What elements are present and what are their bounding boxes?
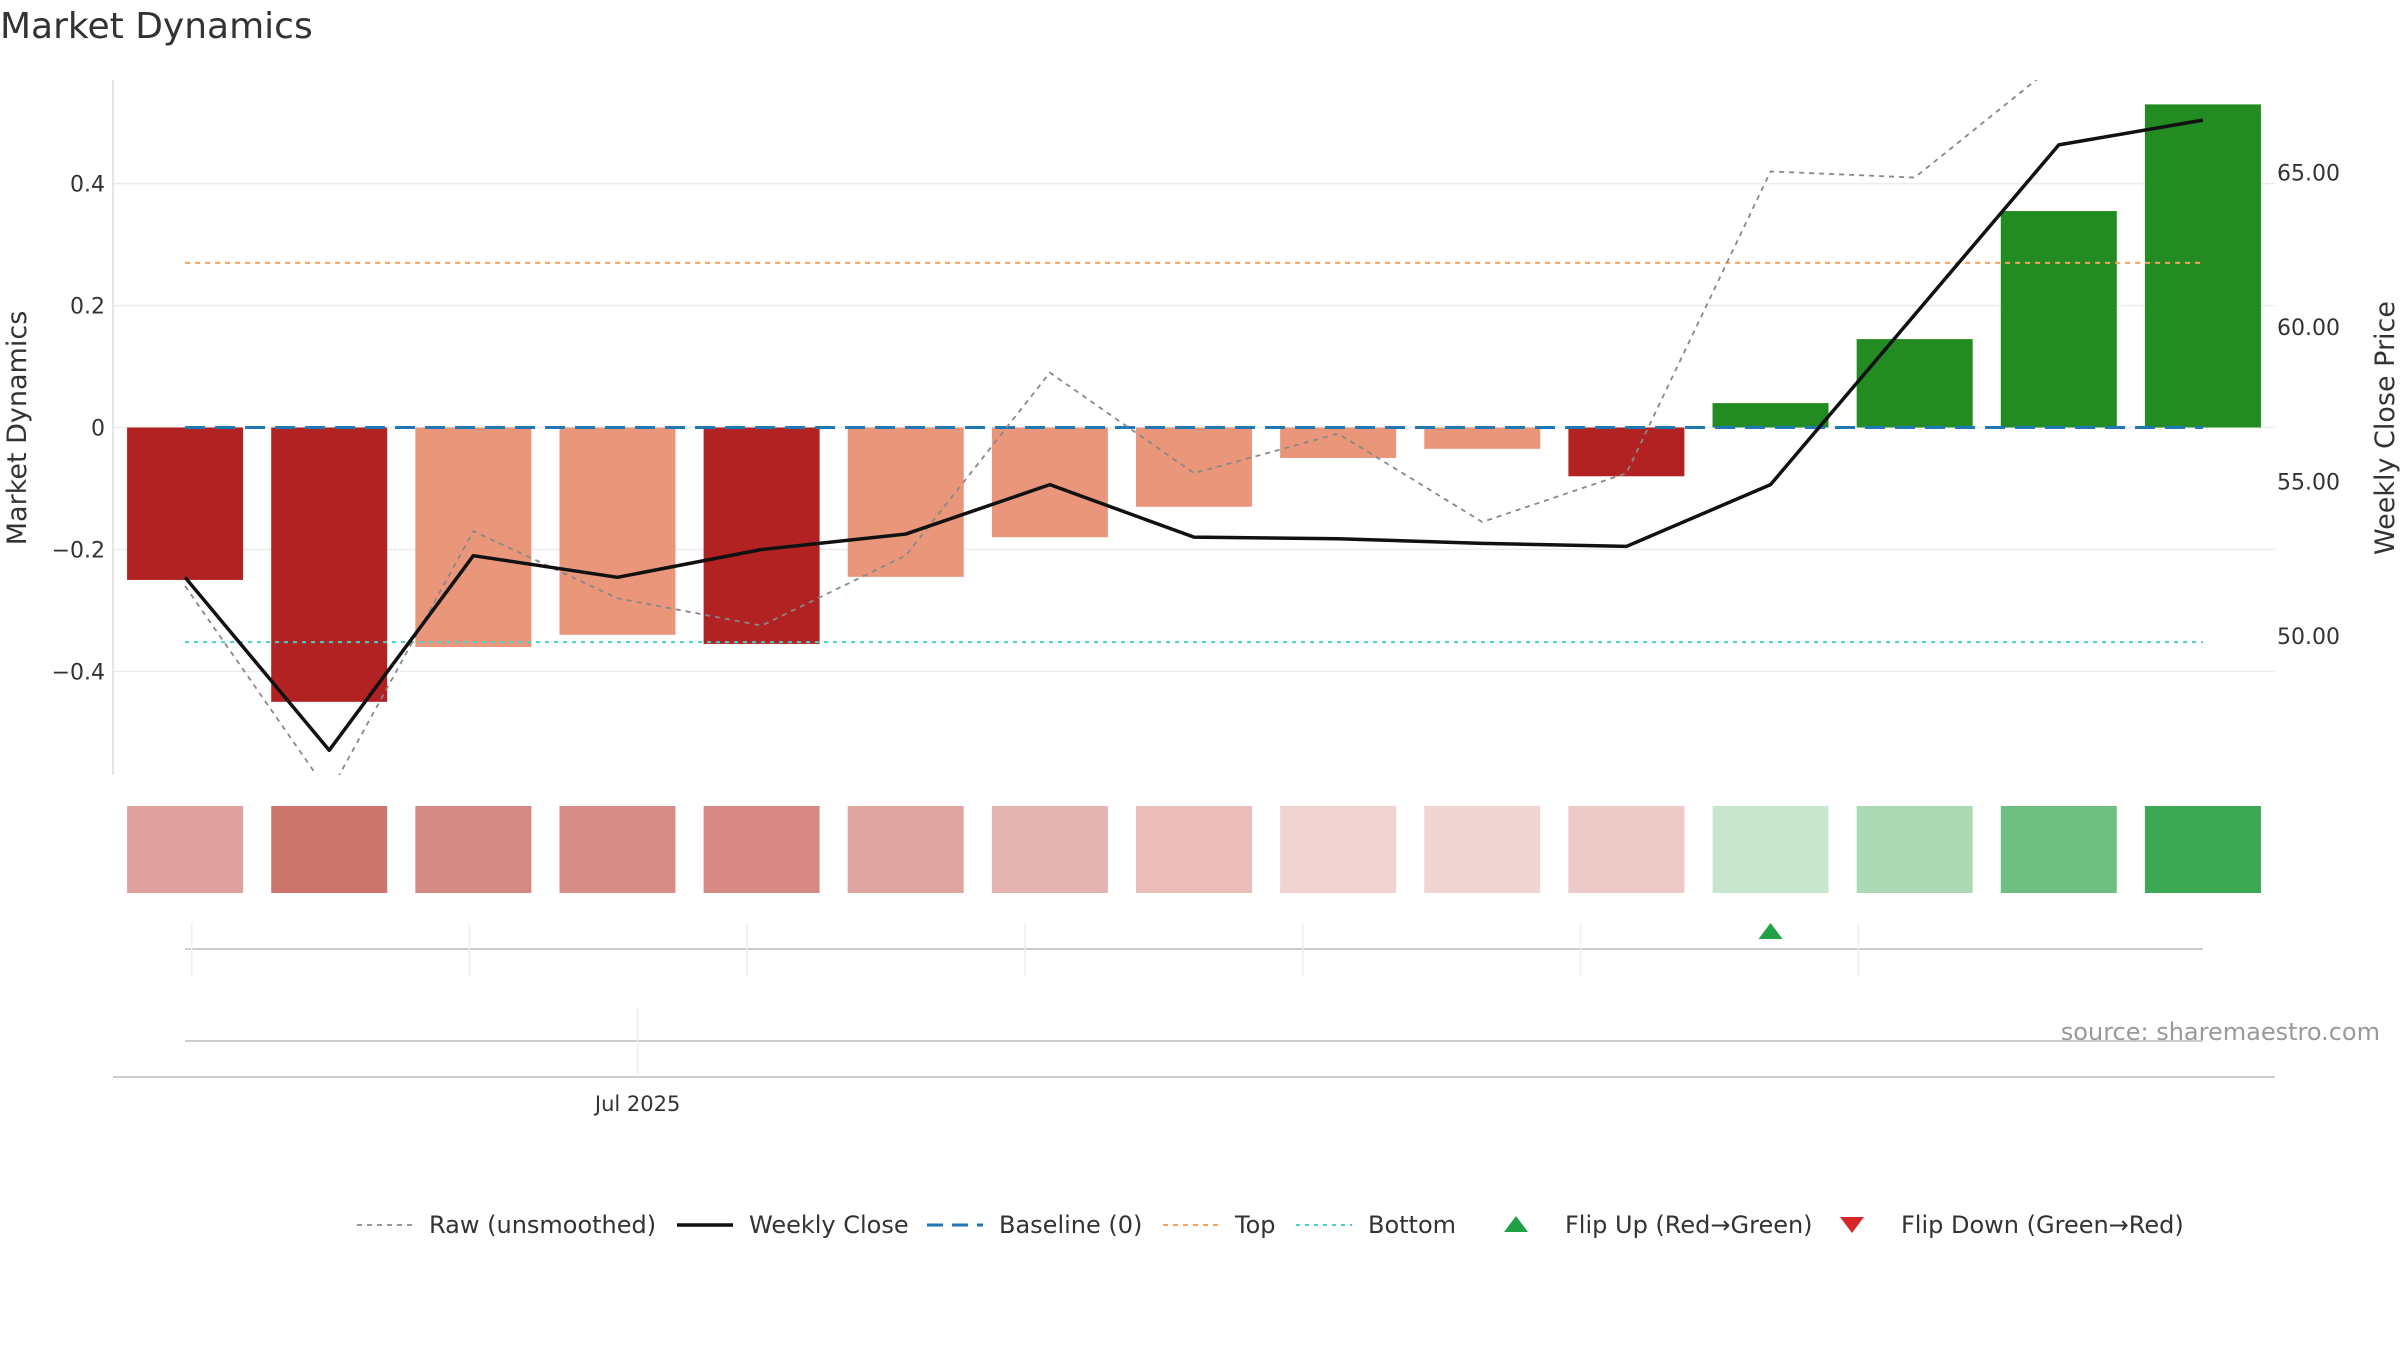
y2-tick-label: 65.00 xyxy=(2277,162,2340,187)
strength-cell-2 xyxy=(415,806,532,893)
y2-tick-label: 60.00 xyxy=(2277,316,2340,341)
legend-label: Flip Down (Green→Red) xyxy=(1901,1211,2184,1239)
strength-cell-9 xyxy=(1424,806,1541,893)
strength-cell-3 xyxy=(559,806,676,893)
strength-cell-13 xyxy=(2000,806,2117,893)
reference-lines xyxy=(185,261,2203,644)
strength-cell-14 xyxy=(2144,806,2261,893)
strength-cell-7 xyxy=(1136,806,1252,893)
bars xyxy=(127,104,2261,702)
source-label: source: sharemaestro.com xyxy=(2061,1018,2380,1046)
raw-series-line xyxy=(184,80,2038,775)
y-tick-label: 0.2 xyxy=(70,295,105,320)
legend-label: Baseline (0) xyxy=(999,1211,1142,1239)
bar-0 xyxy=(127,427,244,580)
bar-13 xyxy=(2000,211,2117,428)
flip-markers-panel xyxy=(185,923,2203,977)
flip-up-marker xyxy=(1758,923,1783,939)
y-tick-label: −0.2 xyxy=(52,538,105,563)
bar-8 xyxy=(1280,427,1397,458)
bar-1 xyxy=(271,427,388,702)
strength-cell-11 xyxy=(1712,806,1829,893)
strength-cell-12 xyxy=(1856,806,1973,893)
x-tick-label: Jul 2025 xyxy=(593,1092,680,1116)
bar-12 xyxy=(1856,339,1973,428)
legend-label: Top xyxy=(1234,1211,1276,1239)
legend-label: Bottom xyxy=(1368,1211,1456,1239)
strength-cell-0 xyxy=(127,806,244,893)
strength-cell-10 xyxy=(1568,806,1685,893)
legend-label: Raw (unsmoothed) xyxy=(429,1211,656,1239)
strength-cell-5 xyxy=(847,806,964,893)
axes: −0.4 −0.2 0 0.2 0.4 50.00 55.00 60.00 65.00 Marke… xyxy=(2,80,2400,775)
series-lines xyxy=(183,80,2204,775)
bar-6 xyxy=(991,427,1108,538)
y-tick-label: 0.4 xyxy=(70,173,105,198)
bar-2 xyxy=(415,427,532,647)
legend-flip-up-swatch xyxy=(1504,1216,1528,1232)
strength-cell-1 xyxy=(271,806,388,893)
bar-7 xyxy=(1136,427,1252,507)
bar-4 xyxy=(703,427,820,644)
bar-9 xyxy=(1424,427,1541,449)
legend-label: Weekly Close xyxy=(749,1211,909,1239)
strength-strip xyxy=(127,806,2261,893)
timeline-panel: Jul 2025 xyxy=(113,1007,2275,1116)
y-tick-label: −0.4 xyxy=(52,660,105,685)
bar-5 xyxy=(847,427,964,577)
strength-cell-6 xyxy=(991,806,1108,893)
weekly-close-line xyxy=(183,118,2204,753)
bar-14 xyxy=(2144,104,2261,428)
y2-axis-label: Weekly Close Price xyxy=(2370,301,2400,555)
y2-tick-label: 55.00 xyxy=(2277,471,2340,496)
strength-cell-8 xyxy=(1280,806,1397,893)
bar-3 xyxy=(559,427,676,635)
legend: Raw (unsmoothed) Weekly Close Baseline (0)… xyxy=(357,1211,2184,1239)
y2-tick-label: 50.00 xyxy=(2277,625,2340,650)
legend-label: Flip Up (Red→Green) xyxy=(1565,1211,1813,1239)
y-axis-label: Market Dynamics xyxy=(2,311,33,546)
bar-10 xyxy=(1568,427,1685,477)
y-tick-label: 0 xyxy=(91,417,105,442)
legend-flip-down-swatch xyxy=(1840,1217,1864,1233)
chart-title: Market Dynamics xyxy=(0,6,313,47)
strength-cell-4 xyxy=(703,806,820,893)
bar-11 xyxy=(1712,403,1829,428)
